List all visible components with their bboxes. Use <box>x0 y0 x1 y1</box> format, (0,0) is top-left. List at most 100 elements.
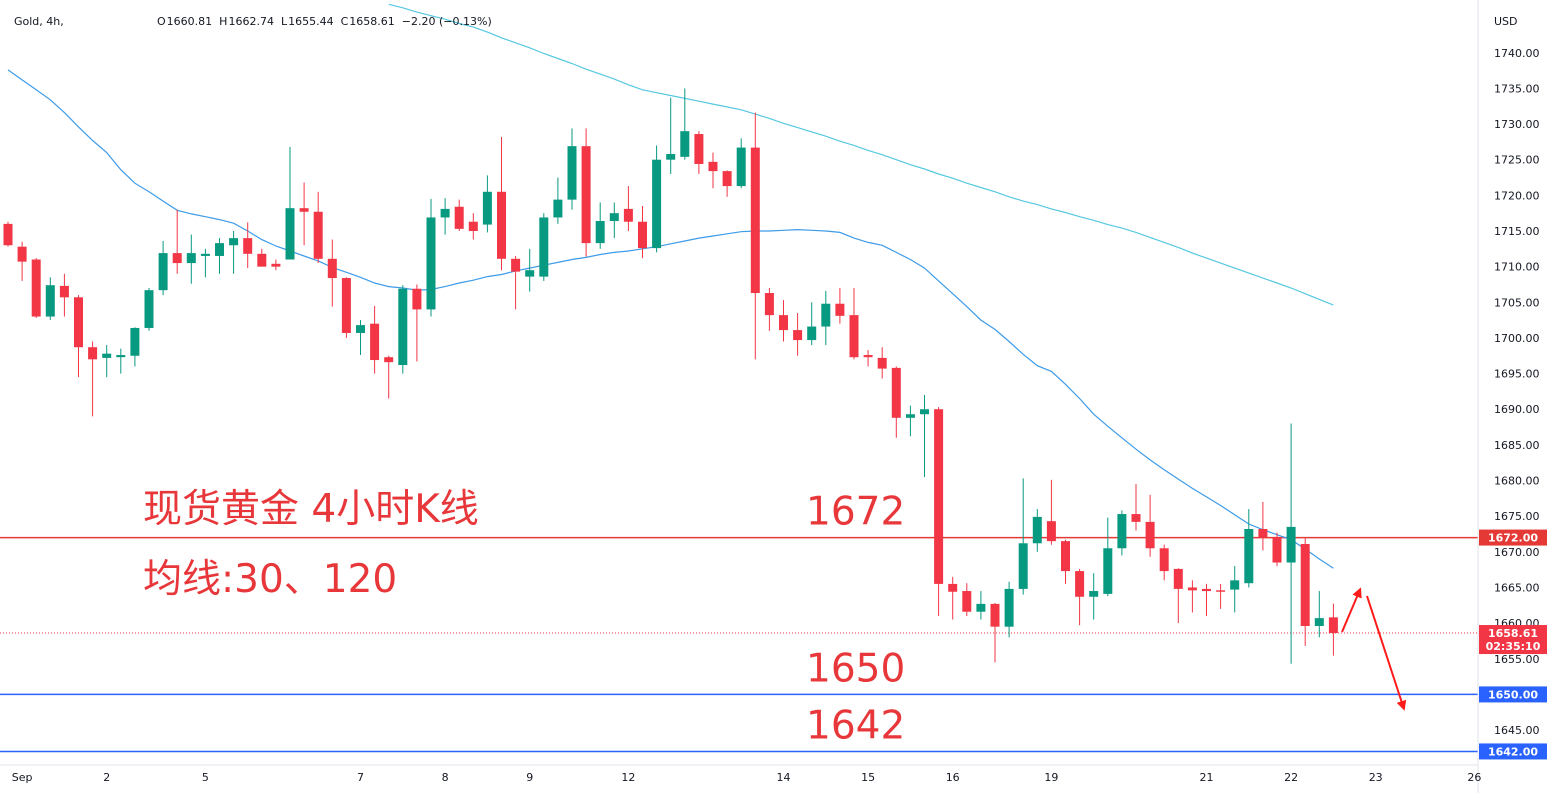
candle-body <box>88 347 98 360</box>
candle-body <box>341 278 351 333</box>
candle-body <box>539 217 549 277</box>
candle-body <box>736 147 746 187</box>
candle-body <box>793 330 803 341</box>
candle-body <box>186 253 196 264</box>
candle-body <box>440 208 450 218</box>
line-annotation: 1672 <box>806 490 905 535</box>
candle-body <box>45 285 55 317</box>
candle-body <box>849 315 859 358</box>
ohlc-key: C <box>341 15 349 28</box>
candle-body <box>1046 521 1056 542</box>
candle-body <box>934 409 944 584</box>
last-price-box <box>1479 625 1547 655</box>
candle-body <box>17 246 27 262</box>
candle-body <box>116 355 126 358</box>
candle-body <box>412 288 422 310</box>
x-tick-label: 9 <box>526 771 533 784</box>
candle-body <box>694 134 704 164</box>
y-tick-label: 1710.00 <box>1494 261 1540 274</box>
candle-body <box>877 357 887 369</box>
candle-body <box>1202 588 1211 592</box>
candle-body <box>595 221 605 244</box>
candle-body <box>1061 541 1070 572</box>
candle-body <box>1004 588 1014 627</box>
candle-body <box>891 367 901 418</box>
candle-body <box>158 253 168 291</box>
candle-body <box>398 288 408 366</box>
candle-body <box>74 297 83 348</box>
ohlc-value: 1662.74 <box>228 15 274 28</box>
candle-body <box>525 270 535 277</box>
candle-body <box>666 153 676 160</box>
y-tick-label: 1665.00 <box>1494 581 1540 594</box>
candle-body <box>821 303 831 327</box>
candle-body <box>257 253 267 267</box>
candle-body <box>299 208 309 212</box>
candle-body <box>1314 618 1324 626</box>
candle-body <box>948 583 958 592</box>
candle-body <box>807 326 817 341</box>
line-annotation: 1650 <box>806 646 905 691</box>
candle-body <box>1300 543 1310 626</box>
candle-body <box>1244 529 1254 584</box>
y-tick-label: 1735.00 <box>1494 82 1540 95</box>
candle-body <box>1117 514 1127 549</box>
y-tick-label: 1730.00 <box>1494 118 1540 131</box>
price-box-label: 1650.00 <box>1488 688 1538 701</box>
candle-body <box>1272 537 1282 563</box>
candle-body <box>1258 529 1268 538</box>
x-tick-label: 7 <box>357 771 364 784</box>
y-tick-label: 1725.00 <box>1494 154 1540 167</box>
candle-body <box>3 223 13 246</box>
candle-body <box>1131 514 1141 522</box>
candle-body <box>764 293 774 316</box>
y-tick-label: 1695.00 <box>1494 368 1540 381</box>
candle-body <box>750 147 760 294</box>
candle-body <box>229 238 239 246</box>
candle-body <box>581 146 591 244</box>
y-tick-label: 1700.00 <box>1494 332 1540 345</box>
x-tick-label: 21 <box>1200 771 1214 784</box>
candle-body <box>426 217 436 310</box>
candle-body <box>497 191 506 259</box>
ohlc-value: 1660.81 <box>167 15 213 28</box>
candle-body <box>638 221 647 249</box>
candle-body <box>1216 590 1226 592</box>
candle-body <box>835 303 845 316</box>
candle-body <box>327 258 337 279</box>
candle-body <box>285 208 295 260</box>
x-tick-label: 19 <box>1044 771 1058 784</box>
candle-body <box>1187 587 1197 591</box>
arrow-down <box>1366 595 1407 711</box>
y-tick-label: 1675.00 <box>1494 510 1540 523</box>
candle-body <box>1159 548 1169 572</box>
x-tick-label: 22 <box>1284 771 1298 784</box>
candle-body <box>609 213 619 222</box>
candle-body <box>1075 571 1085 597</box>
price-box <box>1479 529 1547 546</box>
plot-area <box>0 3 1478 753</box>
candle-body <box>863 355 873 358</box>
candle-body <box>271 263 281 267</box>
last-price-label: 1658.61 <box>1488 627 1538 640</box>
candle-body <box>144 290 154 328</box>
header: Gold, 4h, O 1660.81 H 1662.74 L 1655.44 C 1658.6… <box>14 15 492 28</box>
candle-body <box>708 161 718 172</box>
moving-average <box>388 3 1334 306</box>
x-tick-label: 2 <box>103 771 110 784</box>
annotation: 均线:30、120 <box>143 557 397 602</box>
x-tick-label: 16 <box>946 771 960 784</box>
candle-body <box>482 191 492 225</box>
y-tick-label: 1690.00 <box>1494 403 1540 416</box>
ohlc-value: 1658.61 <box>349 15 395 28</box>
candle-body <box>1018 543 1028 589</box>
candle-body <box>905 414 915 418</box>
y-tick-label: 1740.00 <box>1494 47 1540 60</box>
candle-body <box>1089 591 1099 597</box>
y-tick-label: 1685.00 <box>1494 439 1540 452</box>
y-tick-label: 1670.00 <box>1494 546 1540 559</box>
price-box <box>1479 743 1547 760</box>
y-tick-label: 1655.00 <box>1494 653 1540 666</box>
